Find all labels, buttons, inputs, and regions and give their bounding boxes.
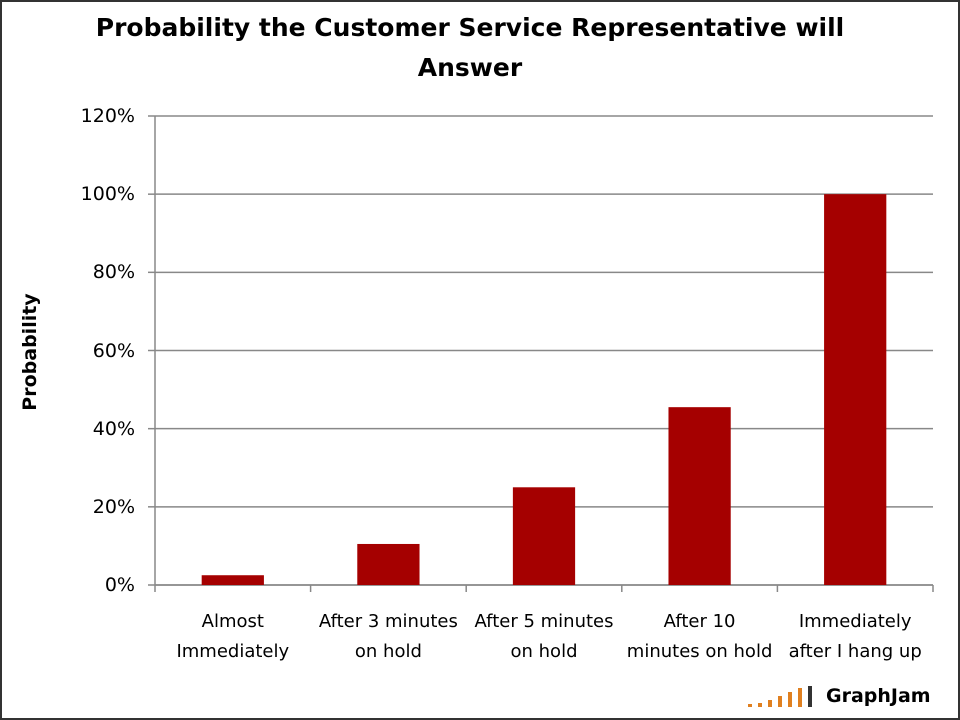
y-tick-label: 100% <box>80 183 135 206</box>
y-tick-label: 20% <box>92 495 135 518</box>
y-tick-label: 40% <box>92 417 135 440</box>
x-tick-label: Almost Immediately <box>176 611 290 662</box>
bar <box>201 575 264 585</box>
y-tick-label: 60% <box>92 339 135 362</box>
bar <box>512 487 576 585</box>
x-tick-label: After 5 minutes on hold <box>474 611 614 662</box>
y-tick-label: 120% <box>80 105 135 127</box>
x-tick-label: After 3 minutes on hold <box>318 611 458 662</box>
chart-title: Probability the Customer Service Represe… <box>95 13 845 82</box>
bar <box>668 407 731 585</box>
y-axis-label: Probability <box>19 293 41 411</box>
bar <box>357 543 420 585</box>
x-tick-label: Immediately after I hang up <box>788 611 922 662</box>
y-tick-label: 80% <box>92 261 135 284</box>
logo-icon <box>748 686 812 707</box>
bar <box>824 194 887 585</box>
x-tick-label: After 10 minutes on hold <box>626 611 773 662</box>
y-tick-label: 0% <box>104 574 135 596</box>
watermark: GraphJam <box>826 685 931 707</box>
